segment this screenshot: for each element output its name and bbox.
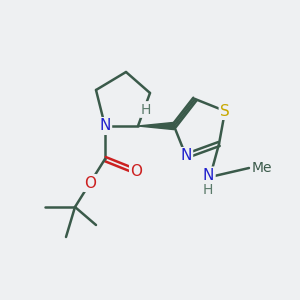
Polygon shape [138,122,174,130]
Text: N: N [180,148,192,164]
Text: S: S [220,103,230,118]
Text: O: O [84,176,96,190]
Text: N: N [99,118,111,134]
Text: H: H [140,103,151,116]
Text: H: H [202,184,213,197]
Text: N: N [203,168,214,183]
Text: Me: Me [252,161,272,175]
Text: O: O [130,164,142,178]
